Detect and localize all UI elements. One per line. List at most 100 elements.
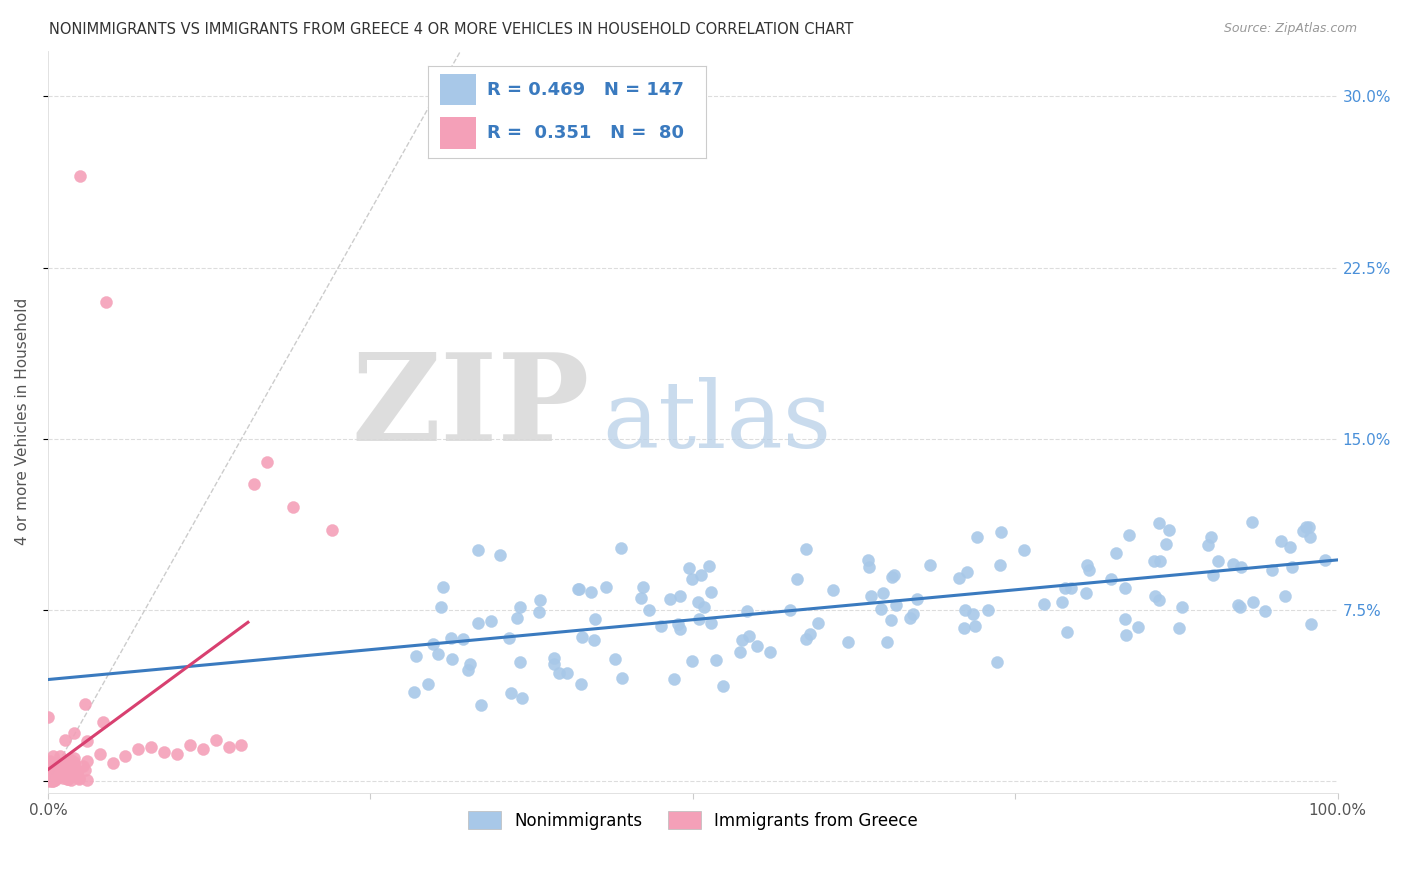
Point bbox=[470, 698, 492, 712]
Point bbox=[48, 768, 70, 782]
Point bbox=[166, 747, 188, 761]
Point bbox=[37, 710, 59, 724]
Point bbox=[405, 649, 427, 664]
Point bbox=[67, 771, 90, 785]
Point bbox=[1298, 519, 1320, 533]
Point bbox=[962, 607, 984, 621]
Point bbox=[42, 770, 65, 784]
Point bbox=[1149, 554, 1171, 568]
Point bbox=[595, 580, 617, 594]
Point bbox=[700, 615, 723, 630]
Point bbox=[427, 647, 450, 661]
Point bbox=[458, 657, 481, 672]
Point bbox=[422, 637, 444, 651]
Point bbox=[1299, 530, 1322, 544]
Point bbox=[1118, 528, 1140, 542]
Point bbox=[479, 614, 502, 628]
Point bbox=[52, 756, 75, 771]
Point bbox=[662, 672, 685, 686]
Point bbox=[799, 627, 821, 641]
Point bbox=[901, 607, 924, 622]
Point bbox=[730, 644, 752, 658]
Point bbox=[610, 541, 633, 556]
Point bbox=[965, 619, 987, 633]
Point bbox=[630, 591, 652, 605]
Point bbox=[1014, 542, 1036, 557]
Point bbox=[794, 542, 817, 557]
Point bbox=[1056, 624, 1078, 639]
Point bbox=[498, 631, 520, 645]
Point bbox=[63, 726, 86, 740]
Point bbox=[678, 561, 700, 575]
Point bbox=[451, 632, 474, 647]
Point bbox=[697, 558, 720, 573]
Point bbox=[1274, 589, 1296, 603]
Point bbox=[204, 733, 226, 747]
Point bbox=[977, 603, 1000, 617]
Point bbox=[837, 635, 859, 649]
Point bbox=[1050, 595, 1073, 609]
Point bbox=[440, 631, 463, 645]
Point bbox=[44, 756, 66, 771]
Point bbox=[53, 769, 76, 783]
Point bbox=[1104, 546, 1126, 560]
Point bbox=[45, 756, 67, 771]
Point bbox=[1114, 582, 1136, 596]
Point bbox=[37, 762, 59, 776]
Point bbox=[1281, 559, 1303, 574]
Point bbox=[953, 621, 976, 635]
Point bbox=[731, 632, 754, 647]
Point bbox=[1222, 558, 1244, 572]
Point bbox=[920, 558, 942, 572]
Point bbox=[659, 591, 682, 606]
Point bbox=[569, 677, 592, 691]
Point bbox=[1157, 523, 1180, 537]
Point bbox=[1128, 620, 1150, 634]
Point bbox=[686, 595, 709, 609]
Point bbox=[1229, 599, 1251, 614]
Point bbox=[76, 772, 98, 787]
Point bbox=[1147, 516, 1170, 531]
Point bbox=[547, 666, 569, 681]
Point bbox=[1033, 597, 1056, 611]
Point bbox=[870, 601, 893, 615]
Point bbox=[1202, 568, 1225, 582]
Point bbox=[91, 715, 114, 730]
Point bbox=[988, 558, 1011, 572]
Point bbox=[49, 763, 72, 777]
Point bbox=[631, 580, 654, 594]
Point bbox=[60, 761, 83, 775]
Point bbox=[605, 652, 627, 666]
Point bbox=[52, 771, 75, 785]
Point bbox=[583, 612, 606, 626]
Point bbox=[191, 742, 214, 756]
Point bbox=[543, 657, 565, 671]
Point bbox=[986, 656, 1008, 670]
Legend: Nonimmigrants, Immigrants from Greece: Nonimmigrants, Immigrants from Greece bbox=[461, 805, 925, 837]
Point bbox=[1292, 524, 1315, 538]
Point bbox=[1206, 554, 1229, 568]
Point bbox=[218, 739, 240, 754]
Point bbox=[467, 616, 489, 631]
Point bbox=[779, 603, 801, 617]
Point bbox=[45, 770, 67, 784]
Point bbox=[1114, 612, 1136, 626]
Point bbox=[1060, 581, 1083, 595]
Point bbox=[568, 582, 591, 596]
Point bbox=[114, 749, 136, 764]
Point bbox=[45, 770, 67, 784]
Point bbox=[668, 589, 690, 603]
Point bbox=[141, 739, 163, 754]
Point bbox=[45, 772, 67, 786]
Point bbox=[666, 616, 689, 631]
Text: ZIP: ZIP bbox=[352, 348, 589, 466]
Point bbox=[101, 756, 124, 770]
Point bbox=[53, 732, 76, 747]
Point bbox=[610, 671, 633, 685]
Point bbox=[62, 758, 84, 772]
Point bbox=[1315, 553, 1337, 567]
Point bbox=[886, 598, 908, 612]
Point bbox=[700, 585, 723, 599]
Point bbox=[1240, 516, 1263, 530]
Point bbox=[859, 589, 882, 603]
